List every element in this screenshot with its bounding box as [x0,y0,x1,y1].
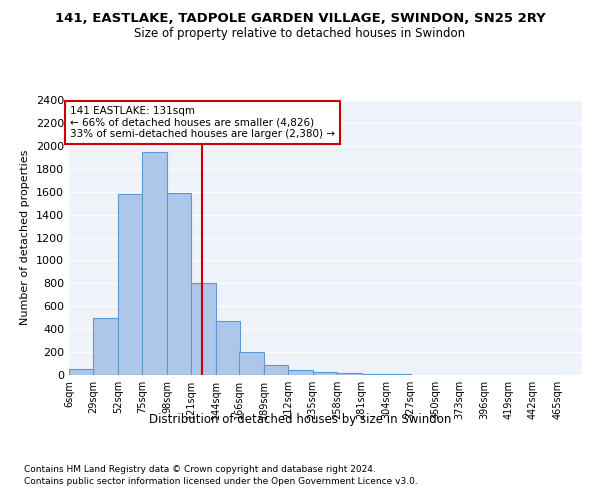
Bar [118,194,142,375]
Bar [94,318,118,375]
Bar [386,374,410,375]
Bar [288,370,313,375]
Text: Contains HM Land Registry data © Crown copyright and database right 2024.: Contains HM Land Registry data © Crown c… [24,465,376,474]
Bar [362,374,386,375]
Y-axis label: Number of detached properties: Number of detached properties [20,150,31,325]
Bar [191,284,216,375]
Bar [239,352,264,375]
Bar [313,372,337,375]
Bar [337,374,362,375]
Bar [216,320,241,375]
Text: Size of property relative to detached houses in Swindon: Size of property relative to detached ho… [134,28,466,40]
Bar [69,370,94,375]
Bar [264,364,288,375]
Text: Contains public sector information licensed under the Open Government Licence v3: Contains public sector information licen… [24,478,418,486]
Text: Distribution of detached houses by size in Swindon: Distribution of detached houses by size … [149,412,451,426]
Text: 141 EASTLAKE: 131sqm
← 66% of detached houses are smaller (4,826)
33% of semi-de: 141 EASTLAKE: 131sqm ← 66% of detached h… [70,106,335,139]
Bar [142,152,167,375]
Text: 141, EASTLAKE, TADPOLE GARDEN VILLAGE, SWINDON, SN25 2RY: 141, EASTLAKE, TADPOLE GARDEN VILLAGE, S… [55,12,545,26]
Bar [167,193,191,375]
